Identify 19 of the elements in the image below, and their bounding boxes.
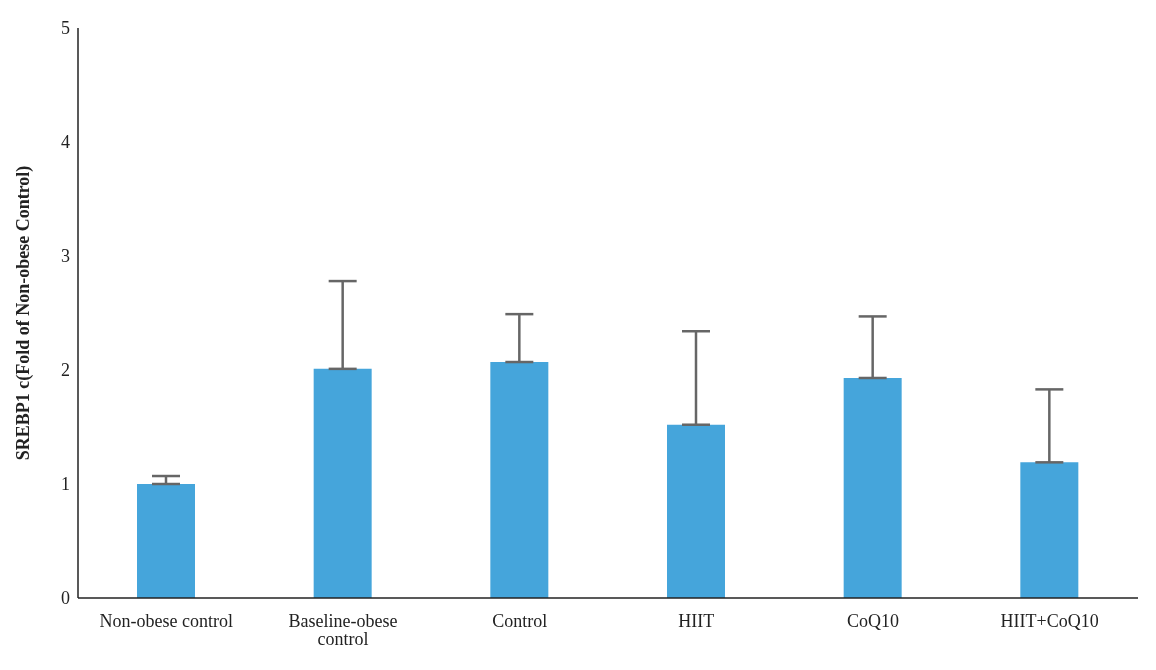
y-tick-label: 4: [61, 132, 70, 153]
bar: [667, 424, 725, 598]
bar: [843, 377, 902, 598]
bar: [137, 484, 195, 598]
y-tick-label: 0: [61, 588, 70, 609]
y-axis-title: SREBP1 c(Fold of Non-obese Control): [13, 165, 35, 461]
y-tick-label: 5: [61, 18, 70, 39]
bar: [1020, 462, 1079, 598]
y-tick-label: 3: [61, 246, 70, 267]
x-tick-label: HIIT: [678, 610, 715, 631]
x-tick-label: HIIT+CoQ10: [1000, 610, 1099, 631]
y-tick-label: 1: [61, 474, 70, 495]
y-tick-label: 2: [61, 360, 70, 381]
bar: [313, 368, 372, 598]
x-tick-label: CoQ10: [846, 610, 900, 631]
x-tick-label: Non-obese control: [99, 610, 234, 631]
x-tick-label: Control: [492, 610, 548, 631]
x-tick-label: Baseline-obese control: [288, 610, 398, 649]
bar: [490, 362, 549, 598]
